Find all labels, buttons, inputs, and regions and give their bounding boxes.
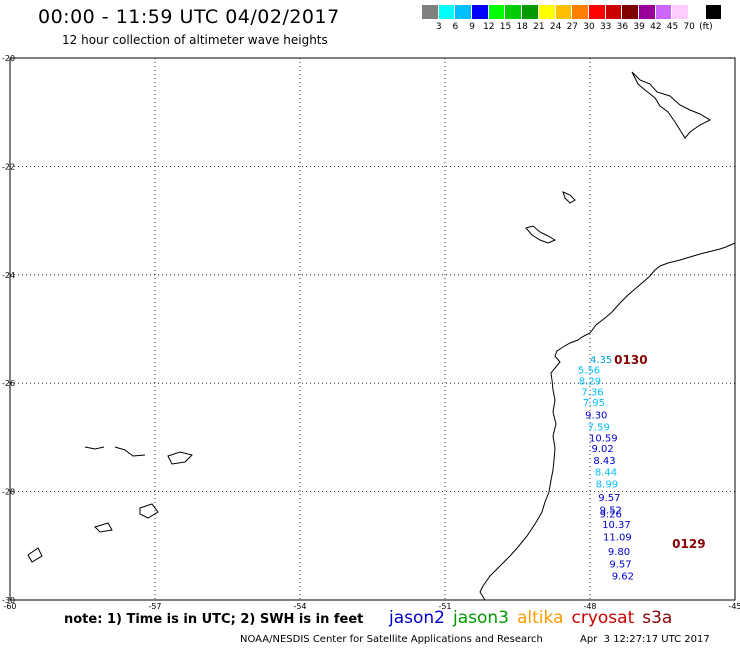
satellite-name: jason3 — [453, 608, 509, 628]
legend-swatch — [488, 5, 506, 19]
legend-label: 9 — [469, 22, 475, 32]
wave-height-label: 11.09 — [603, 533, 632, 544]
legend-label: 36 — [616, 22, 629, 32]
coastline-south-america — [479, 242, 736, 601]
wave-height-label: 9.26 — [600, 509, 622, 520]
wave-height-label: 8.99 — [596, 479, 618, 490]
wave-height-label: 7.59 — [588, 423, 610, 434]
generated-timestamp: Apr 3 12:27:17 UTC 2017 — [580, 634, 710, 645]
plot-frame — [9, 57, 736, 601]
legend-label: 33 — [599, 22, 612, 32]
legend-swatch — [538, 5, 556, 19]
coastline-islet-6 — [27, 547, 43, 563]
legend-swatch — [422, 5, 439, 19]
legend-swatch — [672, 5, 689, 19]
satellite-legend: jason2 jason3 altika cryosat s3a — [389, 608, 680, 628]
color-scale-legend — [422, 5, 723, 19]
x-tick-label: -48 — [583, 602, 596, 611]
wave-height-label: 4.35 — [590, 355, 612, 366]
wave-height-label: 10.59 — [589, 433, 618, 444]
wave-height-labels: 4.355.568.297.367.959.307.5910.599.028.4… — [578, 355, 634, 583]
legend-label: 45 — [666, 22, 679, 32]
coastline-islet-4 — [139, 503, 159, 519]
color-scale-labels: 3 6 9 12 15 18 21 24 27 30 33 36 39 42 45 70 (ft) — [422, 22, 740, 34]
legend-swatch — [455, 5, 473, 19]
grid-lines — [10, 58, 735, 600]
legend-swatch — [438, 5, 456, 19]
legend-swatch — [472, 5, 489, 19]
legend-label: 30 — [583, 22, 595, 32]
y-tick-label: -20 — [2, 54, 15, 63]
x-tick-label: -60 — [3, 602, 16, 611]
wave-height-label: 5.56 — [578, 366, 600, 377]
legend-label: 42 — [650, 22, 662, 32]
wave-height-label: 8.29 — [579, 376, 601, 387]
coastline-islet-7 — [84, 446, 105, 450]
wave-height-label: 8.44 — [595, 468, 617, 479]
legend-swatch — [522, 5, 539, 19]
legend-label: 24 — [549, 22, 562, 32]
track-time-labels: 0130 0129 — [614, 353, 705, 551]
footer-note: note: 1) Time is in UTC; 2) SWH is in fe… — [64, 612, 364, 627]
legend-label: (ft) — [699, 22, 713, 32]
y-tick-label: -24 — [2, 271, 15, 280]
y-tick-label: -30 — [2, 596, 15, 605]
legend-swatch — [638, 5, 656, 19]
legend-swatch — [505, 5, 523, 19]
y-tick-label: -22 — [2, 162, 15, 171]
legend-swatch — [689, 5, 706, 19]
coastline-islet-3 — [167, 451, 193, 465]
legend-label: 27 — [566, 22, 579, 32]
wave-height-label: 7.36 — [581, 387, 603, 398]
legend-label: 3 — [435, 22, 442, 32]
wave-height-label: 9.02 — [591, 444, 613, 455]
satellite-name: cryosat — [571, 608, 635, 628]
x-tick-label: -51 — [438, 602, 451, 611]
wave-height-label: 10.37 — [602, 520, 631, 531]
legend-swatch — [605, 5, 623, 19]
chart-title: 00:00 - 11:59 UTC 04/02/2017 — [38, 6, 340, 28]
legend-label: 21 — [533, 22, 545, 32]
wave-height-label: 9.57 — [598, 493, 620, 504]
y-tick-label: -28 — [2, 488, 15, 497]
legend-swatch — [572, 5, 589, 19]
coastline-islet-8 — [114, 446, 146, 457]
legend-swatch — [655, 5, 673, 19]
wave-height-label: 9.30 — [585, 411, 607, 422]
legend-label: 15 — [499, 22, 512, 32]
satellite-name: altika — [517, 608, 564, 628]
satellite-name: jason2 — [389, 608, 445, 628]
chart-subtitle: 12 hour collection of altimeter wave hei… — [62, 33, 328, 47]
legend-swatch — [555, 5, 573, 19]
x-tick-label: -45 — [728, 602, 740, 611]
coastline — [27, 71, 736, 601]
satellite-name: s3a — [642, 608, 673, 628]
axis-tick-labels: -60 -57 -54 -51 -48 -45 -20 -22 -24 -26 -28 -30 — [2, 54, 740, 611]
y-tick-label: -26 — [2, 379, 15, 388]
legend-label: 39 — [633, 22, 645, 32]
legend-label: 70 — [683, 22, 695, 32]
legend-swatch — [622, 5, 639, 19]
coastline-islet-2 — [525, 225, 557, 244]
legend-label: 18 — [516, 22, 528, 32]
coastline-islet-5 — [94, 522, 113, 533]
wave-height-label: 9.62 — [612, 572, 634, 583]
track-time-label: 0129 — [672, 537, 705, 551]
coastline-islet-1 — [562, 191, 576, 204]
x-tick-label: -54 — [293, 602, 306, 611]
wave-height-label: 9.57 — [609, 560, 631, 571]
wave-height-label: 9.52 — [600, 505, 622, 516]
wave-height-label: 9.80 — [608, 547, 630, 558]
track-time-label: 0130 — [614, 353, 647, 367]
credit-text: NOAA/NESDIS Center for Satellite Applica… — [240, 634, 543, 645]
wave-height-label: 8.43 — [593, 456, 615, 467]
legend-swatch — [588, 5, 606, 19]
x-tick-label: -57 — [148, 602, 161, 611]
legend-label: 12 — [483, 22, 495, 32]
legend-swatch — [705, 5, 723, 19]
wave-height-label: 7.95 — [583, 398, 605, 409]
legend-label: 6 — [452, 22, 459, 32]
coastline-island-lagoon-1 — [631, 71, 712, 139]
